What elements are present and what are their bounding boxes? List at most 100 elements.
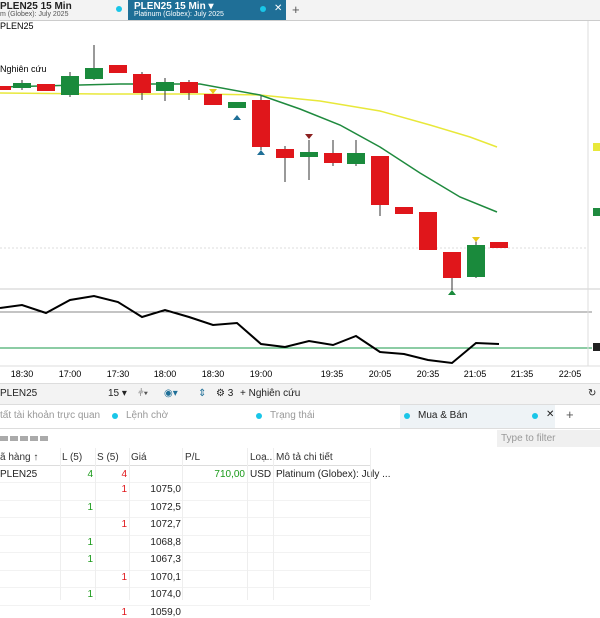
summary-cell: USD	[250, 469, 272, 480]
col-header: Giá	[131, 452, 147, 463]
candle	[300, 152, 318, 157]
tab[interactable]: PLEN25 15 Min	[0, 1, 72, 12]
tab-bar: PLEN25 15 Min m (Globex): July 2025 PLEN…	[0, 0, 600, 21]
candle	[419, 212, 437, 250]
candle	[347, 153, 365, 164]
candle	[204, 94, 222, 105]
candle	[371, 156, 389, 205]
axis-tag	[593, 143, 600, 151]
col-sep	[370, 448, 371, 600]
chart: PLEN25 Nghiên cứu 18:30 17:00 17:30 18:00 18…	[0, 21, 600, 379]
time-label: 19:35	[321, 369, 344, 379]
candle	[443, 252, 461, 278]
time-label: 18:30	[202, 369, 225, 379]
row-line	[0, 552, 370, 553]
col-sep	[129, 448, 130, 600]
panel-tab[interactable]: tất tài khoản trực quan	[0, 410, 101, 421]
col-sep	[60, 448, 61, 600]
close[interactable]: ✕	[546, 409, 555, 420]
signal	[472, 237, 480, 242]
panel-tab[interactable]: Mua & Bán	[418, 410, 468, 421]
ma-yellow	[0, 92, 498, 148]
add-study[interactable]: + Nghiên cứu	[240, 388, 301, 399]
add-tab[interactable]: +	[566, 407, 574, 422]
time-label: 22:05	[559, 369, 582, 379]
signal	[233, 115, 241, 120]
col-header: L (5)	[62, 452, 83, 463]
indicator-line	[0, 294, 500, 365]
candle	[85, 68, 103, 79]
row-line	[0, 482, 370, 483]
tab-title: PLEN25 15 Min	[0, 1, 72, 12]
time-label: 17:00	[59, 369, 82, 379]
table: ã hàng ↑ L (5) S (5) Giá P/L Loạ... Mô tả chi …	[0, 448, 600, 618]
ma-green	[0, 83, 498, 213]
summary-cell: PLEN25	[0, 469, 38, 480]
summary-cell: 4	[121, 469, 127, 480]
row-line	[0, 517, 370, 518]
price: 1072,7	[150, 519, 181, 530]
tab-dot	[260, 6, 266, 12]
price: 1072,5	[150, 501, 181, 513]
time-label: 21:35	[511, 369, 534, 379]
candle	[0, 86, 11, 90]
long-qty: 1	[87, 589, 93, 600]
cursor[interactable]: ⇕	[198, 388, 207, 399]
col-header: P/L	[185, 452, 201, 463]
header-line	[0, 465, 370, 466]
candle	[395, 207, 413, 214]
row-line	[0, 569, 370, 571]
price: 1067,3	[150, 554, 181, 565]
candle	[324, 153, 342, 163]
panel-tab[interactable]: Lệnh chờ	[126, 410, 169, 421]
symbol[interactable]: PLEN25	[0, 388, 38, 399]
candle	[252, 100, 270, 147]
candle	[490, 242, 508, 248]
candle	[37, 84, 55, 91]
price: 1059,0	[150, 606, 181, 618]
tab-title: PLEN25 15 Min ▾	[134, 1, 214, 12]
signal	[257, 150, 265, 155]
signal	[305, 134, 313, 139]
panel-tabs: tất tài khoản trực quan Lệnh chờ Trạng thá…	[0, 405, 600, 429]
price: 1075,0	[150, 484, 181, 495]
tab-dot	[116, 6, 122, 12]
time-label: 20:35	[417, 369, 440, 379]
tab-sub: Platinum (Globex): July 2025	[134, 11, 224, 18]
visibility[interactable]: ◉▾	[164, 388, 178, 399]
long-qty: 1	[87, 536, 93, 548]
col-header: ã hàng ↑	[0, 452, 39, 463]
close[interactable]: ✕	[274, 3, 283, 14]
tab-sub: m (Globex): July 2025	[0, 11, 69, 18]
row-line	[0, 534, 370, 536]
symbol-label: PLEN25	[0, 21, 34, 31]
candle	[180, 82, 198, 93]
short-qty: 1	[121, 519, 127, 530]
candle	[13, 83, 31, 88]
settings[interactable]: ⚙ 3	[216, 388, 234, 399]
add-tab[interactable]: +	[292, 2, 300, 17]
axis-tag	[593, 208, 600, 216]
signal	[209, 89, 217, 94]
refresh[interactable]: ↻	[588, 388, 597, 399]
candle	[156, 82, 174, 91]
col-sep	[273, 448, 274, 600]
time-label: 18:30	[11, 369, 34, 379]
col-header: Loạ...	[250, 452, 276, 463]
active-tab[interactable]: PLEN25 15 Min ▾ Platinum (Globex): July …	[128, 0, 286, 20]
short-qty: 1	[121, 606, 127, 618]
col-header: S (5)	[97, 452, 119, 463]
grip	[0, 436, 50, 441]
panel-tab[interactable]: Trạng thái	[270, 410, 315, 421]
price: 1074,0	[150, 589, 181, 600]
toolbar: PLEN25 15 ▾ ⫩▾ ◉▾ ⇕ ⚙ 3 + Nghiên cứu ↻	[0, 383, 600, 405]
candle	[133, 74, 151, 93]
candle	[467, 245, 485, 277]
chart-type[interactable]: ⫩▾	[138, 388, 148, 399]
time-label: 21:05	[464, 369, 487, 379]
time-label: 17:30	[107, 369, 130, 379]
interval[interactable]: 15 ▾	[108, 388, 127, 399]
signal	[448, 290, 456, 295]
filter[interactable]: Type to filter	[497, 430, 600, 447]
